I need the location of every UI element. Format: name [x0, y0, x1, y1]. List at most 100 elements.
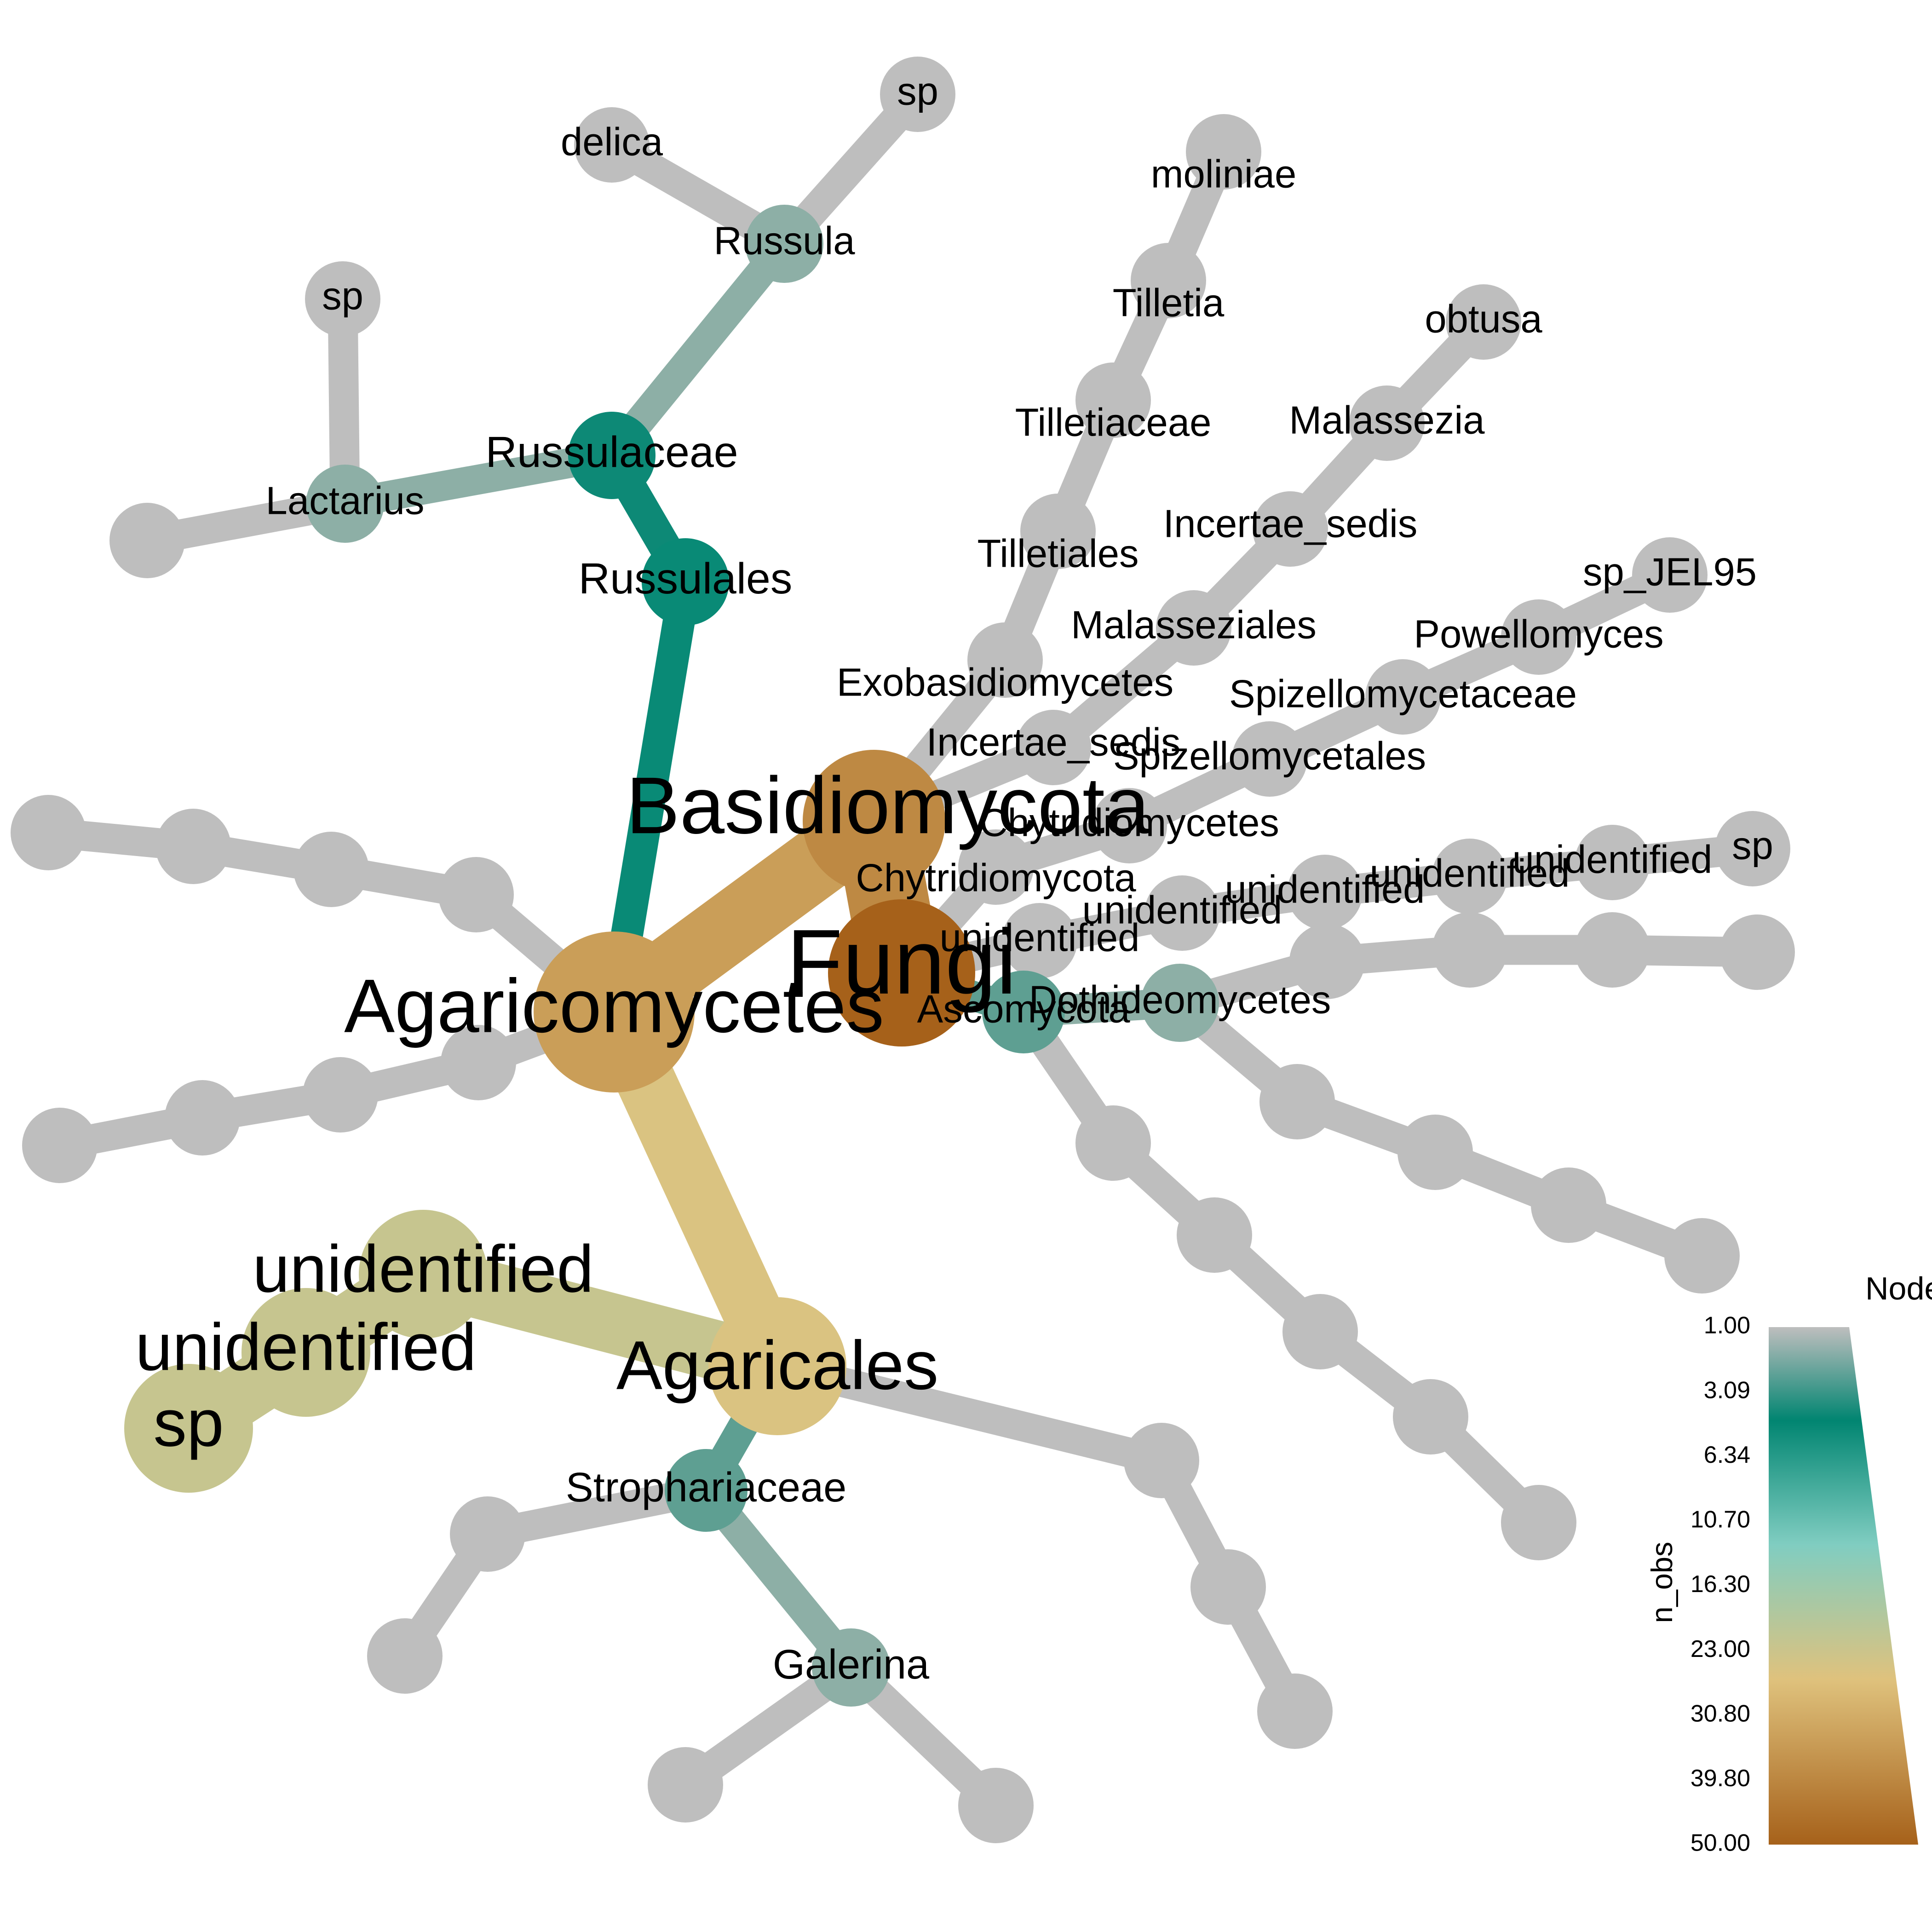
node-a3[interactable] — [1282, 1294, 1358, 1369]
legend-tick-label: 39.80 — [1690, 1765, 1750, 1792]
node-d4[interactable] — [1664, 1218, 1740, 1294]
node-label-moliniae: moliniae — [1151, 152, 1297, 196]
node-label-agaricomycetes: Agaricomycetes — [344, 964, 884, 1048]
node-tilletiales[interactable] — [1020, 494, 1096, 569]
node-label-unid-gen: unidentified — [135, 1310, 477, 1384]
node-russula-sp[interactable] — [880, 57, 955, 132]
node-d3[interactable] — [1531, 1167, 1606, 1243]
legend-ticks: 1.00 3.09 6.34 10.70 16.30 23.00 30.80 39.80 50.… — [1690, 1312, 1750, 1857]
node-r2[interactable] — [1432, 912, 1507, 988]
legend-tick-label: 50.00 — [1690, 1830, 1750, 1857]
node-ao4[interactable] — [11, 795, 86, 870]
node-lactarius[interactable] — [306, 465, 384, 543]
node-exobasidiomycetes[interactable] — [967, 622, 1043, 698]
node-r4[interactable] — [1719, 914, 1795, 990]
node-label-chytridiomycetes: Chytridiomycetes — [979, 801, 1279, 845]
node-tilletiaceae[interactable] — [1075, 362, 1151, 438]
node-label-ascomycota: Ascomycota — [917, 987, 1131, 1031]
node-agar-s2[interactable] — [1257, 1673, 1333, 1749]
node-strophariaceae[interactable] — [665, 1449, 748, 1532]
node-d1[interactable] — [1259, 1064, 1335, 1139]
edge-russulaceae-russula — [600, 234, 796, 465]
node-a5[interactable] — [1501, 1485, 1576, 1560]
node-ao1[interactable] — [438, 857, 514, 932]
node-agaricomycetes[interactable] — [534, 932, 695, 1092]
node-label-russulales: Russulales — [579, 554, 793, 603]
node-chytridiomycetes[interactable] — [1092, 788, 1167, 863]
node-label-unid-phylum: unidentified — [940, 916, 1140, 960]
legend-axis-label: n_obs — [1645, 1541, 1679, 1623]
node-agar-g2[interactable] — [1190, 1549, 1266, 1625]
node-unid-class[interactable] — [1144, 875, 1220, 951]
node-dothideomycetes[interactable] — [1141, 964, 1219, 1042]
node-stroph-g1[interactable] — [450, 1496, 525, 1572]
node-tilletia[interactable] — [1131, 243, 1206, 318]
node-unid-order[interactable] — [1287, 855, 1363, 930]
node-label-exobasidiomycetes: Exobasidiomycetes — [837, 661, 1173, 704]
node-ao3[interactable] — [155, 809, 231, 884]
node-russulaceae[interactable] — [568, 412, 656, 499]
node-label-delica: delica — [561, 120, 663, 164]
node-bo4[interactable] — [22, 1108, 98, 1183]
node-stroph-s1[interactable] — [367, 1618, 443, 1694]
node-label-powellomyces: Powellomyces — [1414, 612, 1663, 656]
legend-tick-label: 1.00 — [1704, 1312, 1750, 1339]
node-r1[interactable] — [1289, 924, 1365, 999]
node-galerina[interactable] — [812, 1628, 890, 1707]
node-a1[interactable] — [1075, 1105, 1151, 1181]
node-galerina-b[interactable] — [958, 1768, 1034, 1843]
legend-title: Nodes — [1865, 1271, 1932, 1306]
node-unid-gen[interactable] — [242, 1288, 370, 1417]
node-unid-family[interactable] — [1432, 839, 1507, 914]
edge-russulaceae-lactarius — [342, 441, 615, 518]
node-sp-big[interactable] — [124, 1364, 253, 1493]
node-basidiomycota[interactable] — [803, 750, 945, 892]
node-chytridiomycota[interactable] — [958, 829, 1034, 905]
node-unid-sp[interactable] — [1715, 811, 1790, 886]
node-fungi[interactable] — [828, 899, 975, 1046]
node-galerina-a[interactable] — [648, 1747, 723, 1823]
node-ao2[interactable] — [293, 832, 369, 907]
node-incertae-sedis-c[interactable] — [1016, 710, 1091, 785]
node-russulales[interactable] — [642, 538, 729, 626]
color-legend: Nodes n_obs 1.00 3.09 6.34 10.70 16.30 23.00 3… — [1645, 1271, 1932, 1857]
node-spizellomycetales[interactable] — [1232, 721, 1307, 797]
node-label-tilletia: Tilletia — [1113, 281, 1225, 325]
node-incertae-sedis-f[interactable] — [1253, 491, 1328, 567]
node-d2[interactable] — [1397, 1115, 1473, 1190]
node-bo3[interactable] — [165, 1080, 240, 1156]
node-delica[interactable] — [574, 107, 650, 183]
node-moliniae[interactable] — [1186, 114, 1261, 190]
node-agar-f2[interactable] — [1124, 1423, 1199, 1498]
node-a4[interactable] — [1393, 1379, 1468, 1455]
node-powellomyces[interactable] — [1501, 599, 1576, 675]
node-label-chytridiomycota: Chytridiomycota — [856, 856, 1136, 900]
node-unid-phylum[interactable] — [1002, 903, 1077, 978]
node-spizellomycetaceae[interactable] — [1365, 659, 1441, 735]
node-label-malasseziales: Malasseziales — [1071, 603, 1317, 647]
node-label-fungi: Fungi — [787, 911, 1017, 1013]
node-obtusa[interactable] — [1446, 284, 1521, 360]
node-malassezia[interactable] — [1349, 385, 1425, 461]
node-a2[interactable] — [1177, 1197, 1252, 1273]
node-bo1[interactable] — [441, 1025, 516, 1100]
node-label-spizellomycetaceae: Spizellomycetaceae — [1229, 672, 1577, 716]
node-bo2[interactable] — [303, 1057, 378, 1133]
tree-labels: Fungi Basidiomycota Agaricomycetes Agarical… — [135, 69, 1773, 1687]
node-label-strophariaceae: Strophariaceae — [566, 1465, 846, 1511]
node-lactarius-sp[interactable] — [305, 261, 380, 337]
node-lactarius-x[interactable] — [109, 503, 185, 578]
node-russula[interactable] — [745, 205, 823, 283]
node-label-russulaceae: Russulaceae — [485, 428, 738, 477]
node-r3[interactable] — [1575, 912, 1650, 988]
node-unid-genus[interactable] — [1575, 825, 1650, 900]
node-label-incertae-sedis-c: Incertae_sedis — [926, 720, 1181, 764]
node-agaricales[interactable] — [708, 1297, 846, 1435]
legend-color-bar — [1769, 1327, 1918, 1845]
legend-tick-label: 23.00 — [1690, 1636, 1750, 1662]
node-sp-jel95[interactable] — [1632, 537, 1708, 613]
node-unid-fam[interactable] — [359, 1210, 488, 1339]
node-ascomycota[interactable] — [982, 971, 1065, 1053]
node-malasseziales[interactable] — [1156, 590, 1231, 666]
